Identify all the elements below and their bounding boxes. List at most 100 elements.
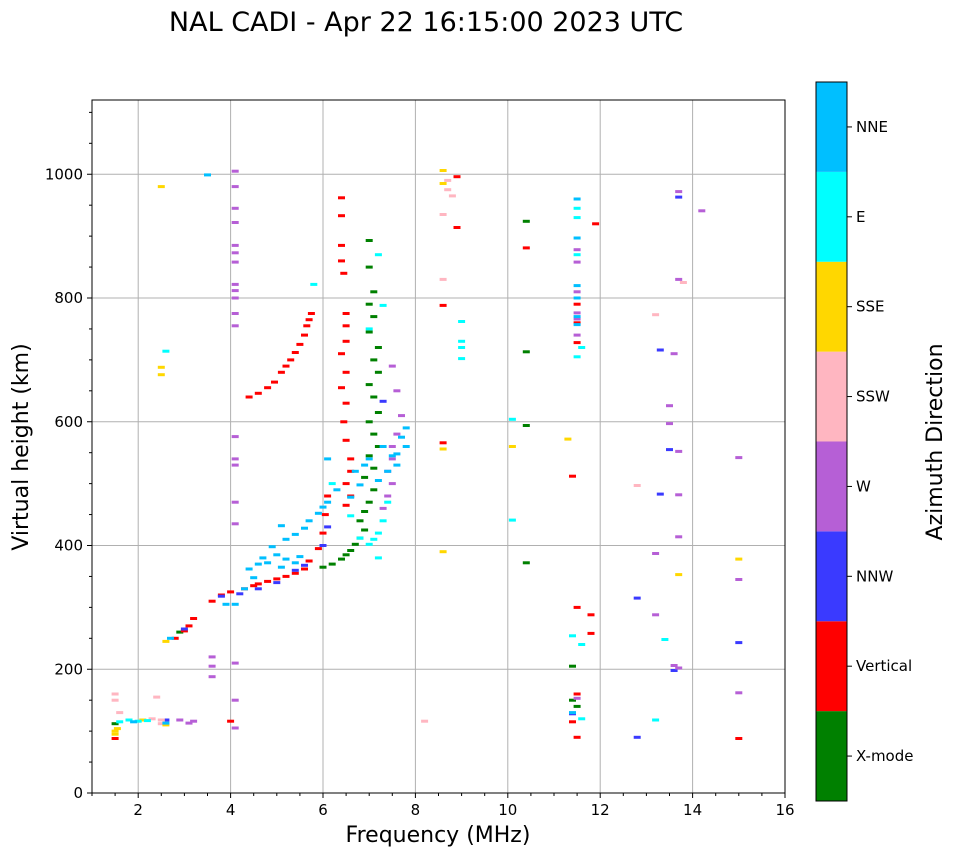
colorbar-category-label: NNE (856, 118, 888, 136)
data-point (250, 576, 258, 580)
data-point (231, 296, 239, 300)
data-point (573, 206, 581, 210)
series-ssw (111, 178, 687, 726)
data-point (365, 420, 373, 424)
data-point (508, 518, 516, 522)
data-point (342, 324, 350, 328)
data-point (227, 590, 235, 594)
data-point (111, 722, 119, 726)
data-point (421, 719, 429, 723)
series-w (176, 169, 743, 730)
data-point (573, 355, 581, 359)
data-point (190, 617, 198, 620)
data-point (458, 357, 466, 361)
data-point (231, 206, 239, 210)
data-point (522, 350, 530, 354)
colorbar-category-label: E (856, 208, 865, 226)
data-point (342, 370, 350, 374)
series-e (116, 206, 669, 724)
data-point (656, 348, 664, 352)
data-point (307, 312, 315, 315)
data-point (338, 259, 345, 263)
data-point (374, 556, 382, 560)
data-point (153, 695, 161, 699)
data-point (652, 613, 660, 617)
data-point (379, 303, 387, 307)
data-point (342, 503, 350, 507)
data-point (573, 253, 581, 257)
data-point (393, 432, 401, 436)
data-point (675, 190, 683, 194)
data-point (564, 437, 572, 441)
data-point (139, 718, 147, 722)
data-point (458, 346, 466, 349)
colorbar-frame (815, 81, 848, 802)
data-point (356, 519, 364, 523)
data-point (157, 365, 165, 369)
data-point (273, 577, 281, 581)
data-point (370, 488, 378, 492)
data-point (573, 692, 581, 696)
data-point (231, 289, 239, 293)
x-tick-label: 4 (226, 801, 236, 819)
data-point (569, 664, 576, 668)
data-point (273, 553, 281, 557)
data-point (231, 260, 239, 264)
data-point (388, 454, 396, 458)
data-point (273, 581, 281, 585)
data-point (254, 562, 262, 566)
data-point (439, 169, 447, 172)
data-point (388, 364, 396, 368)
data-point (328, 562, 336, 566)
data-point (573, 315, 581, 319)
data-point (569, 634, 576, 638)
data-point (365, 500, 373, 504)
data-point (231, 463, 239, 467)
colorbar: X-mode Vertical NNW W SSW SSE E NNE (815, 81, 913, 802)
data-point (458, 320, 466, 323)
data-point (384, 494, 392, 498)
colorbar-swatch (816, 711, 847, 801)
colorbar-category-label: X-mode (856, 747, 913, 765)
data-point (675, 195, 683, 199)
data-point (402, 445, 410, 448)
data-point (522, 561, 530, 565)
data-point (347, 549, 355, 552)
data-point (130, 720, 138, 724)
data-point (125, 718, 133, 722)
data-point (113, 727, 121, 731)
data-point (167, 636, 174, 640)
data-point (340, 420, 348, 424)
data-point (573, 216, 581, 220)
data-point (458, 339, 466, 343)
data-point (338, 243, 345, 247)
data-point (365, 302, 373, 306)
data-point (111, 729, 119, 733)
data-point (361, 528, 369, 532)
data-point (314, 511, 322, 515)
data-point (670, 669, 678, 672)
data-point (282, 557, 290, 561)
data-point (666, 404, 673, 408)
data-point (370, 537, 378, 541)
data-point (176, 718, 184, 722)
colorbar-swatch (816, 621, 847, 712)
data-point (735, 456, 743, 460)
y-axis-label: Virtual height (km) (9, 343, 34, 550)
data-point (666, 448, 673, 452)
x-tick-label: 14 (683, 801, 702, 819)
colorbar-swatch (816, 531, 847, 622)
data-point (245, 395, 253, 399)
data-point (148, 717, 156, 721)
data-point (388, 482, 396, 486)
data-point (319, 505, 327, 509)
data-point (374, 370, 382, 374)
data-point (282, 537, 290, 541)
data-point (656, 492, 664, 496)
data-point (231, 602, 239, 606)
data-point (157, 373, 165, 377)
data-point (282, 364, 290, 368)
data-point (291, 568, 299, 572)
data-point (342, 339, 350, 343)
data-point (670, 352, 678, 356)
